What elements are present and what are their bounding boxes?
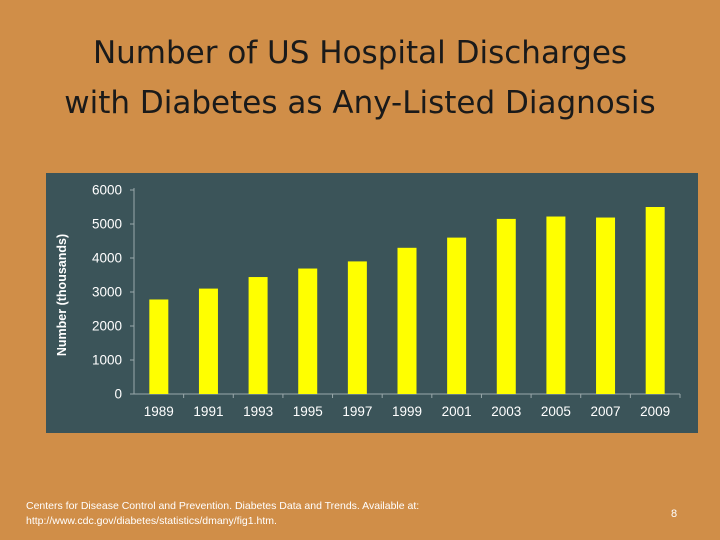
bar-2005 xyxy=(546,216,566,394)
x-tick-label-1997: 1997 xyxy=(342,404,372,419)
bar-2007 xyxy=(596,217,616,394)
y-tick-label: 6000 xyxy=(92,183,122,198)
source-citation-line-2: http://www.cdc.gov/diabetes/statistics/d… xyxy=(26,515,277,527)
bar-chart: Number (thousands) 0 1000 2000 3000 4000 5000… xyxy=(55,183,681,419)
y-axis-label: Number (thousands) xyxy=(55,234,69,356)
x-tick-label-2001: 2001 xyxy=(442,404,472,419)
y-tick-label: 1000 xyxy=(92,353,122,368)
bar-1999 xyxy=(397,247,417,394)
x-tick-label-1991: 1991 xyxy=(193,404,223,419)
x-tick-label-1995: 1995 xyxy=(293,404,323,419)
x-tick-label-2007: 2007 xyxy=(591,404,621,419)
x-tick-label-2003: 2003 xyxy=(491,404,521,419)
x-tick-label-2009: 2009 xyxy=(640,404,670,419)
x-tick-label-2005: 2005 xyxy=(541,404,571,419)
x-tick-labels: 1989 1991 1993 1995 1997 1999 2001 2003 2005 2007… xyxy=(144,394,681,419)
x-tick-label-1999: 1999 xyxy=(392,404,422,419)
bar-2001 xyxy=(447,237,467,394)
page-number: 8 xyxy=(670,508,678,520)
x-tick-label-1993: 1993 xyxy=(243,404,273,419)
chart-bars xyxy=(149,207,665,394)
bar-1991 xyxy=(198,288,218,394)
bar-2003 xyxy=(496,218,516,394)
chart-panel: Number (thousands) 0 1000 2000 3000 4000 5000… xyxy=(46,173,698,433)
x-tick-label-1989: 1989 xyxy=(144,404,174,419)
y-tick-label: 3000 xyxy=(92,285,122,300)
slide-title: Number of US Hospital Discharges with Di… xyxy=(0,28,720,128)
bar-1995 xyxy=(298,268,318,394)
y-tick-label: 0 xyxy=(114,387,122,402)
source-citation: Centers for Disease Control and Preventi… xyxy=(26,499,506,529)
slide-title-line-1: Number of US Hospital Discharges xyxy=(92,35,628,71)
bar-1997 xyxy=(347,261,367,394)
bar-1993 xyxy=(248,277,268,394)
y-tick-label: 5000 xyxy=(92,217,122,232)
bar-2009 xyxy=(645,207,665,394)
y-tick-label: 2000 xyxy=(92,319,122,334)
source-citation-line-1: Centers for Disease Control and Preventi… xyxy=(26,500,420,512)
y-tick-label: 4000 xyxy=(92,251,122,266)
slide-title-line-2: with Diabetes as Any-Listed Diagnosis xyxy=(64,85,656,121)
bar-1989 xyxy=(149,299,169,394)
y-tick-labels: 0 1000 2000 3000 4000 5000 6000 xyxy=(92,183,134,402)
